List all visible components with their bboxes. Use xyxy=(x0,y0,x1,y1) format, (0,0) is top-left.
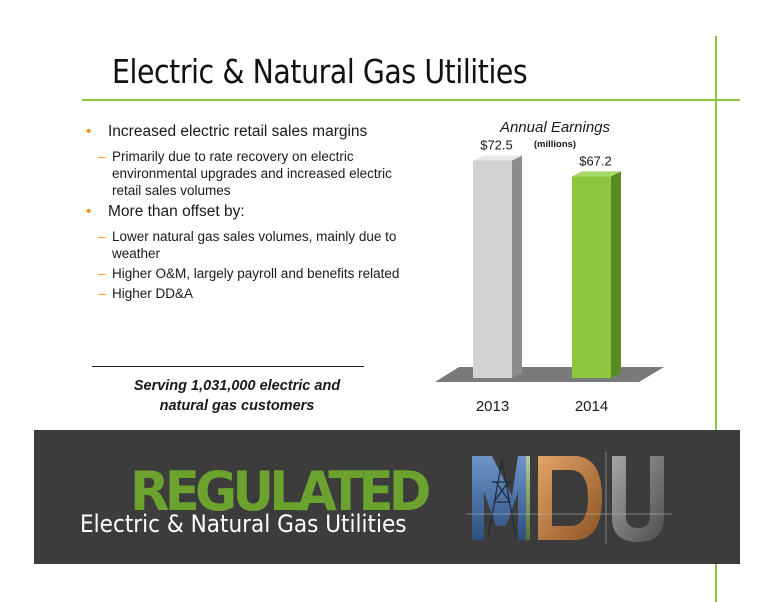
banner-subtitle: Electric & Natural Gas Utilities xyxy=(80,510,407,538)
dash-icon: – xyxy=(98,229,106,244)
bullet-text: Increased electric retail sales margins xyxy=(108,123,368,140)
bullet-item: • Increased electric retail sales margins xyxy=(84,122,424,142)
vertical-accent-line xyxy=(715,36,717,602)
sub-bullet-text: Primarily due to rate recovery on electr… xyxy=(112,149,392,198)
bar-top xyxy=(572,171,621,177)
bar-2013 xyxy=(473,160,512,378)
bar-side xyxy=(512,155,522,378)
title-divider xyxy=(82,99,740,101)
customer-count-line-2: natural gas customers xyxy=(159,398,315,414)
customer-count-line-1: Serving 1,031,000 electric and xyxy=(133,378,341,394)
bar-2014 xyxy=(572,176,611,378)
sub-bullet-item: – Lower natural gas sales volumes, mainly… xyxy=(84,228,424,262)
sub-bullet-text: Higher DD&A xyxy=(112,286,194,301)
annual-earnings-chart: Annual Earnings (millions) $72.5 2013 $67.2 2… xyxy=(435,119,664,415)
category-label: 2014 xyxy=(575,398,608,415)
sub-bullet-item: – Higher O&M, largely payroll and benefit… xyxy=(84,265,424,282)
sub-bullet-item: – Higher DD&A xyxy=(84,285,424,302)
bullet-dot-icon: • xyxy=(86,123,92,140)
bullet-list: • Increased electric retail sales margins… xyxy=(84,122,424,305)
customer-count-note: Serving 1,031,000 electric and natural g… xyxy=(92,376,382,416)
bullet-item: • More than offset by: xyxy=(84,202,424,222)
regulated-word: REGULATED xyxy=(130,460,431,523)
chart-subtitle: (millions) xyxy=(534,139,576,150)
dash-icon: – xyxy=(98,266,106,281)
mdu-photo-logo-icon xyxy=(466,452,672,544)
page-title: Electric & Natural Gas Utilities xyxy=(112,52,528,91)
bar-top xyxy=(473,155,522,161)
category-label: 2013 xyxy=(476,398,509,415)
sub-bullet-item: – Primarily due to rate recovery on elect… xyxy=(84,148,424,199)
bullet-dot-icon: • xyxy=(86,203,92,220)
bar-side xyxy=(611,171,621,378)
sub-bullet-text: Lower natural gas sales volumes, mainly … xyxy=(112,229,397,261)
regulated-banner: REGULATED Electric & Natural Gas Utiliti… xyxy=(34,430,740,564)
chart-floor xyxy=(435,367,664,382)
dash-icon: – xyxy=(98,149,106,164)
chart-title: Annual Earnings xyxy=(499,119,611,136)
sub-bullet-text: Higher O&M, largely payroll and benefits… xyxy=(112,266,400,281)
summary-divider xyxy=(92,366,364,367)
data-label: $67.2 xyxy=(579,153,612,168)
dash-icon: – xyxy=(98,286,106,301)
data-label: $72.5 xyxy=(480,138,513,153)
bullet-text: More than offset by: xyxy=(108,203,245,220)
